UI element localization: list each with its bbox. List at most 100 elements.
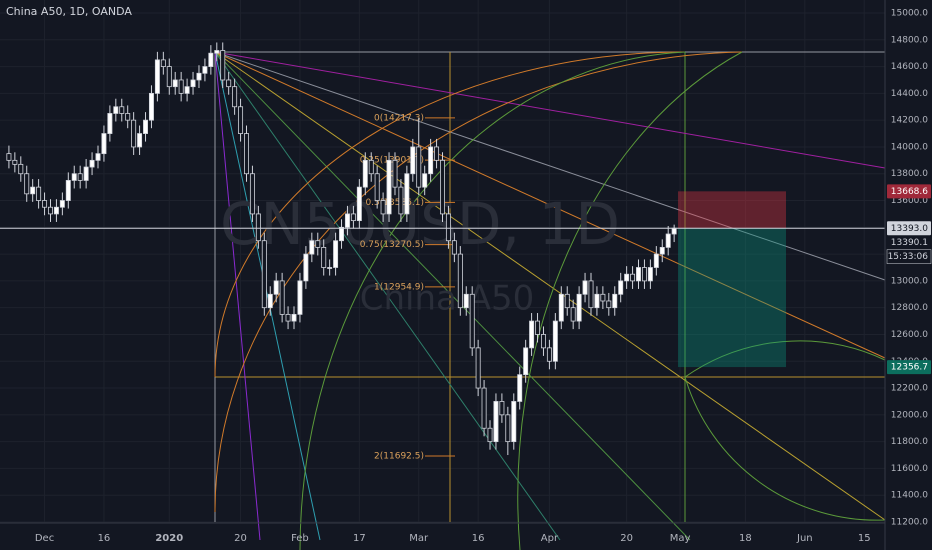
y-tick-label: 12800.0 (891, 303, 928, 313)
candle-body (255, 213, 261, 242)
watermark-sub: China A50 (360, 279, 534, 319)
candle-body (148, 92, 154, 121)
candle-body (665, 233, 671, 248)
candle-body (416, 146, 422, 188)
candle-body (434, 146, 440, 161)
y-tick-label: 13000.0 (891, 276, 928, 286)
y-tick-label: 14800.0 (891, 35, 928, 45)
candle-body (344, 213, 350, 228)
x-tick-label: Dec (35, 533, 54, 544)
x-tick-label: Apr (541, 533, 559, 544)
candle-body (214, 50, 220, 54)
candle-body (570, 307, 576, 322)
candle-body (36, 186, 42, 201)
candle-body (339, 226, 345, 242)
candle-body (208, 52, 214, 67)
candle-body (160, 59, 166, 67)
candle-body (636, 267, 641, 282)
candle-body (273, 280, 279, 295)
y-tick-label: 12000.0 (891, 410, 928, 420)
candle-body (107, 113, 113, 134)
candle-body (535, 320, 541, 335)
candle-body (630, 273, 636, 282)
candle-body (398, 186, 404, 215)
candle-body (202, 66, 208, 74)
candle-body (137, 133, 143, 148)
watermark: CN50USD, 1D (220, 190, 620, 258)
fan-line (214, 51, 886, 521)
fib-label: 2(11692.5) (374, 452, 424, 462)
candle-body (143, 119, 148, 134)
candle-body (671, 227, 677, 235)
y-tick-label: 11600.0 (891, 464, 928, 474)
fan-line (214, 51, 321, 541)
candle-body (546, 347, 552, 362)
candle-body (18, 163, 24, 175)
candle-body (172, 79, 178, 88)
candle-body (499, 401, 505, 416)
candle-body (238, 106, 244, 134)
fan-line (214, 51, 261, 541)
y-tick-label: 13800.0 (891, 169, 928, 179)
candle-body (362, 159, 368, 188)
candle-body (618, 280, 624, 295)
candle-body (285, 313, 291, 322)
target-zone (678, 228, 786, 368)
y-tick-label: 13600.0 (891, 196, 928, 206)
candle-body (95, 153, 101, 161)
candle-body (511, 401, 517, 443)
candle-body (463, 293, 469, 309)
candle-body (600, 293, 606, 302)
candle-body (77, 173, 83, 181)
x-tick-label: May (670, 533, 691, 544)
fib-label: 1(12954.9) (374, 282, 424, 292)
candle-body (517, 374, 523, 402)
x-tick-label: 2020 (155, 533, 183, 544)
candle-body (523, 347, 529, 376)
last-price: 13390.1 (891, 238, 928, 248)
candle-body (404, 173, 410, 215)
candle-body (48, 206, 53, 215)
candle-body (552, 320, 558, 362)
candle-body (481, 387, 487, 429)
x-tick-label: 18 (739, 533, 752, 544)
y-tick-label: 14600.0 (891, 62, 928, 72)
x-tick-label: Jun (796, 533, 813, 544)
candle-body (119, 106, 125, 114)
candle-body (440, 159, 445, 215)
candle-body (83, 166, 89, 181)
candle-body (422, 173, 428, 188)
candle-body (303, 253, 309, 282)
candle-body (166, 66, 172, 88)
candle-body (386, 159, 392, 215)
arc (684, 376, 886, 521)
candle-body (297, 280, 303, 315)
candle-body (612, 293, 618, 309)
fib-label: 0.5(13586.1) (365, 198, 424, 208)
candle-body (588, 280, 594, 309)
candle-body (30, 186, 36, 195)
candle-body (368, 159, 374, 175)
candle-body (647, 267, 653, 282)
candle-body (24, 173, 30, 195)
x-tick-label: Mar (409, 533, 429, 544)
x-tick-label: 17 (353, 533, 366, 544)
y-tick-label: 11200.0 (891, 518, 928, 528)
fib-label: 0.75(13270.5) (360, 240, 424, 250)
fib-label: 0.25(13901.7) (360, 156, 424, 166)
candle-body (184, 86, 190, 94)
candle-body (428, 146, 434, 175)
candle-body (71, 173, 77, 181)
candle-body (624, 273, 630, 282)
candle-body (291, 313, 297, 322)
x-tick-label: 16 (98, 533, 111, 544)
y-tick-label: 14000.0 (891, 142, 928, 152)
candle-body (457, 253, 463, 309)
candle-body (380, 200, 386, 215)
fib-label: 0(14217.3) (374, 113, 424, 123)
fan-line (214, 51, 561, 541)
entry-tag: 13393.0 (891, 224, 928, 234)
candle-body (89, 159, 95, 168)
candle-body (576, 293, 582, 322)
